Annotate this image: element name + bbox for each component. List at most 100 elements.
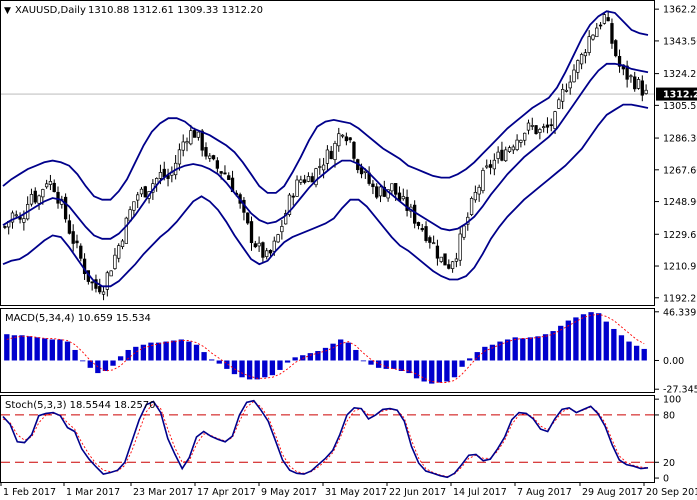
candle-body — [424, 226, 428, 241]
macd-tick-label: -27.345 — [663, 385, 697, 396]
candle-body — [291, 195, 295, 198]
macd-bar — [542, 334, 549, 361]
candle-body — [257, 242, 261, 247]
candle-body — [576, 60, 580, 73]
candle-body — [439, 256, 443, 262]
candle-body — [560, 89, 565, 102]
candle-body — [431, 242, 436, 245]
candle-body — [215, 160, 220, 169]
candle-body — [265, 250, 269, 257]
candle-body — [378, 186, 383, 197]
stoch-main-line — [2, 399, 649, 479]
date-tick-label: 7 Aug 2017 — [517, 487, 572, 498]
candle-body — [371, 183, 375, 188]
macd-label: MACD(5,34,4) 10.659 15.534 — [5, 313, 151, 324]
price-panel-frame — [0, 0, 655, 306]
candle-body — [519, 139, 523, 143]
macd-bar — [368, 360, 374, 365]
candle-body — [591, 34, 595, 40]
candle-body — [280, 226, 284, 233]
candle-body — [568, 81, 572, 89]
price-tick-label: 1343.50 — [663, 36, 697, 47]
candle-body — [542, 126, 546, 129]
price-tick-label: 1267.60 — [663, 165, 697, 176]
macd-bar — [87, 360, 93, 368]
candle-body — [246, 212, 250, 224]
candle-body — [614, 40, 618, 57]
macd-bar — [102, 360, 109, 371]
macd-bar — [292, 357, 298, 361]
candle-body — [101, 291, 106, 295]
candle-body — [595, 27, 599, 38]
macd-signal-line — [6, 313, 645, 383]
bollinger-upper-line — [2, 10, 649, 201]
candle-body — [606, 17, 610, 22]
candle-body — [477, 186, 481, 195]
macd-bar — [535, 336, 541, 361]
candle-body — [177, 149, 182, 165]
macd-bar — [618, 335, 625, 361]
macd-tick-label: 0.00 — [663, 356, 684, 367]
stoch-panel — [1, 399, 654, 479]
macd-bar — [284, 360, 291, 363]
candle-body — [553, 111, 557, 129]
candle-body — [492, 159, 496, 170]
candle-body — [557, 99, 561, 109]
macd-bar — [330, 343, 336, 361]
candle-body — [598, 24, 603, 27]
macd-bar — [117, 356, 124, 361]
candle-body — [71, 231, 75, 244]
macd-bar — [224, 360, 230, 369]
candle-body — [321, 164, 326, 171]
macd-bar — [451, 360, 458, 378]
candle-body — [272, 240, 276, 252]
macd-bar — [315, 351, 321, 361]
candle-body — [200, 130, 204, 151]
candle-body — [22, 218, 26, 223]
date-tick-label: 23 Mar 2017 — [133, 487, 193, 498]
macd-bar — [353, 349, 359, 361]
macd-bar — [34, 337, 40, 361]
candle-body — [223, 172, 227, 175]
stoch-tick-label: 20 — [663, 458, 675, 469]
macd-bar — [231, 360, 238, 375]
date-tick-label: 14 Jul 2017 — [453, 487, 507, 498]
bollinger-middle-line — [2, 62, 649, 240]
candle-body — [435, 245, 440, 259]
date-tick-label: 31 May 2017 — [325, 487, 387, 498]
candle-body — [348, 137, 352, 141]
macd-bar — [307, 353, 313, 361]
candle-body — [227, 175, 231, 180]
macd-bar — [527, 337, 534, 361]
candle-body — [181, 141, 185, 151]
price-tick-label: 1192.25 — [663, 293, 697, 304]
macd-bar — [626, 341, 632, 361]
candle-body — [579, 54, 584, 65]
candle-body — [390, 183, 394, 192]
candle-body — [504, 149, 508, 162]
price-tick-label: 1210.95 — [663, 262, 697, 273]
candle-body — [136, 194, 140, 201]
candle-body — [344, 136, 349, 142]
macd-bar — [504, 339, 511, 361]
macd-bar — [133, 346, 139, 361]
candle-body — [48, 181, 53, 185]
macd-bar — [436, 360, 442, 383]
macd-bar — [26, 336, 33, 361]
candle-body — [644, 89, 648, 94]
candle-body — [276, 234, 280, 243]
macd-bar — [360, 360, 367, 362]
candle-body — [633, 76, 637, 90]
candle-body — [337, 133, 341, 147]
candle-body — [629, 75, 633, 78]
macd-bar — [269, 360, 276, 376]
macd-panel — [4, 312, 647, 384]
candle-body — [299, 179, 303, 183]
macd-bar — [163, 341, 169, 361]
header-expand-icon[interactable]: ▼ — [4, 6, 11, 16]
candle-body — [572, 69, 576, 83]
candle-body — [333, 143, 337, 160]
candle-body — [610, 23, 614, 44]
stoch-label: Stoch(5,3,3) 18.5544 18.2570 — [5, 400, 156, 411]
